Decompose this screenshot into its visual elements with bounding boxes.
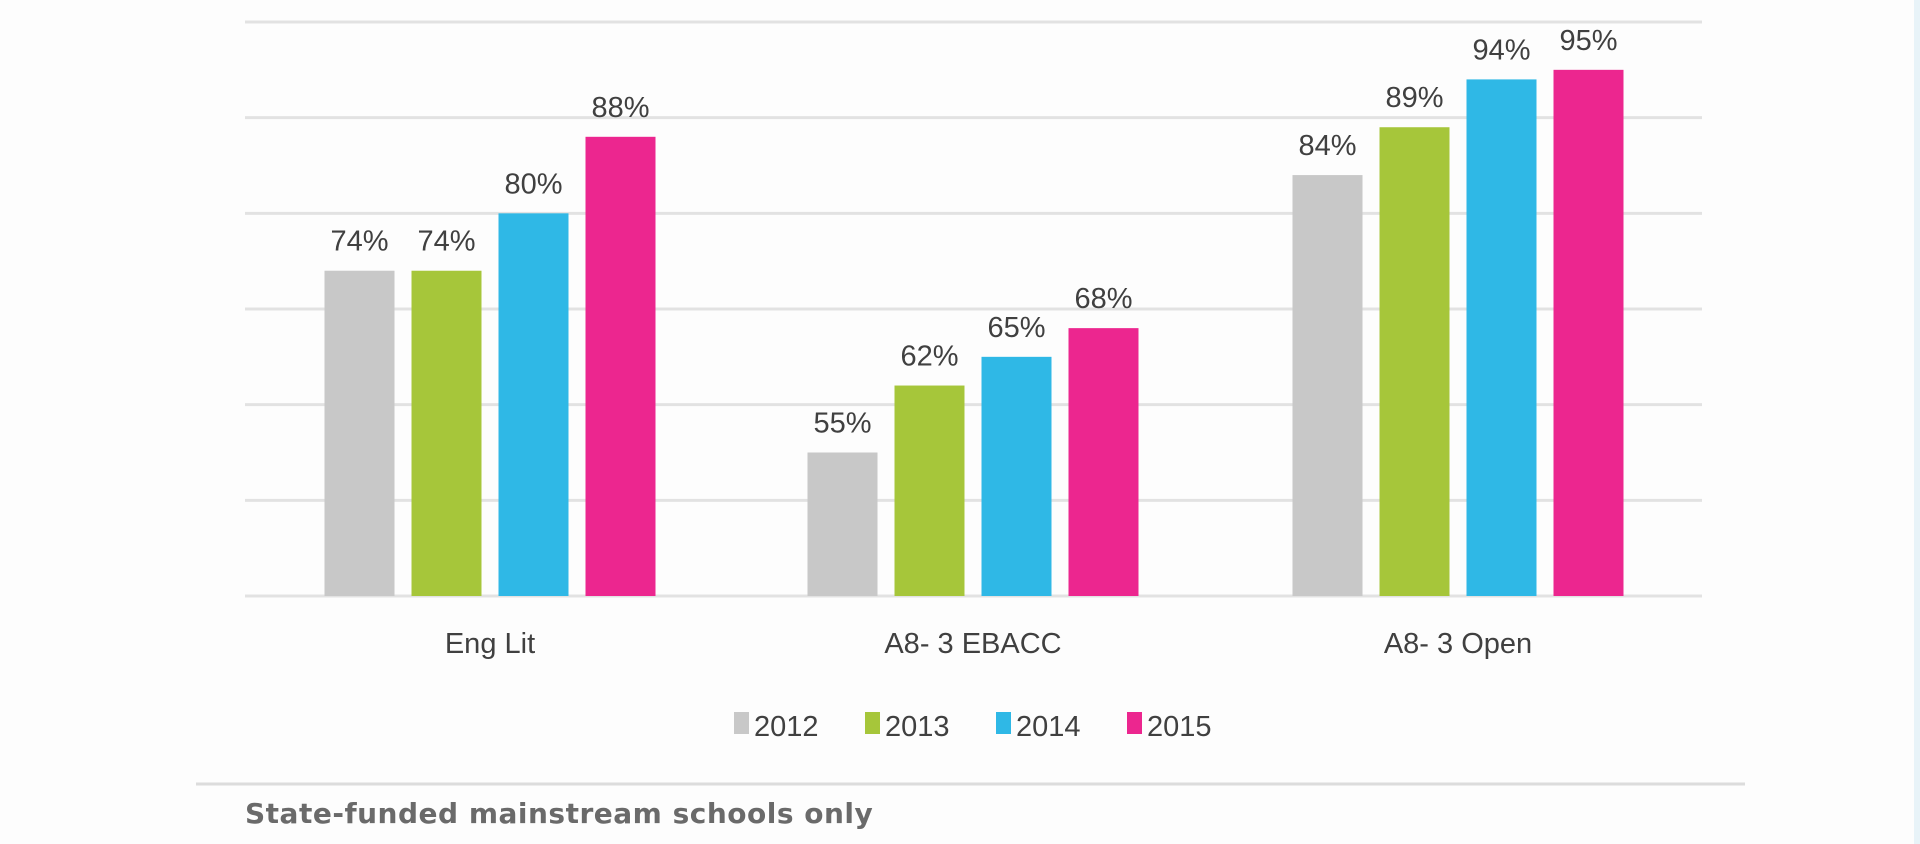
data-label: 68%	[1074, 283, 1132, 315]
data-label: 74%	[417, 226, 475, 258]
bar-2012	[324, 270, 395, 596]
legend-swatch-2014	[996, 712, 1011, 734]
footnote: State-funded mainstream schools only	[245, 797, 873, 830]
page-edge	[1914, 0, 1920, 844]
data-label: 84%	[1298, 130, 1356, 162]
bar-2012	[1292, 175, 1363, 597]
legend-label: 2012	[754, 711, 819, 743]
category-label: A8- 3 Open	[1384, 628, 1532, 660]
bar-2014	[498, 213, 569, 597]
bar-2015	[585, 136, 656, 597]
bar-2013	[1379, 127, 1450, 596]
bar-2014	[1466, 79, 1537, 596]
legend-swatch-2015	[1127, 712, 1142, 734]
data-label: 65%	[987, 312, 1045, 344]
bar-2013	[411, 270, 482, 596]
legend-label: 2015	[1147, 711, 1212, 743]
data-label: 94%	[1472, 34, 1530, 66]
bar-2014	[981, 356, 1052, 596]
bar-2015	[1068, 328, 1139, 596]
bar-2015	[1553, 69, 1624, 597]
category-label: A8- 3 EBACC	[884, 628, 1061, 660]
data-label: 74%	[330, 226, 388, 258]
bar-2013	[894, 385, 965, 596]
data-label: 95%	[1559, 25, 1617, 57]
data-label: 80%	[504, 168, 562, 200]
bar-2012	[807, 452, 878, 596]
legend-label: 2014	[1016, 711, 1081, 743]
data-label: 88%	[591, 92, 649, 124]
legend-label: 2013	[885, 711, 950, 743]
legend-swatch-2013	[865, 712, 880, 734]
data-label: 55%	[813, 408, 871, 440]
data-label: 62%	[900, 341, 958, 373]
legend-swatch-2012	[734, 712, 749, 734]
data-label: 89%	[1385, 82, 1443, 114]
category-label: Eng Lit	[445, 628, 535, 660]
